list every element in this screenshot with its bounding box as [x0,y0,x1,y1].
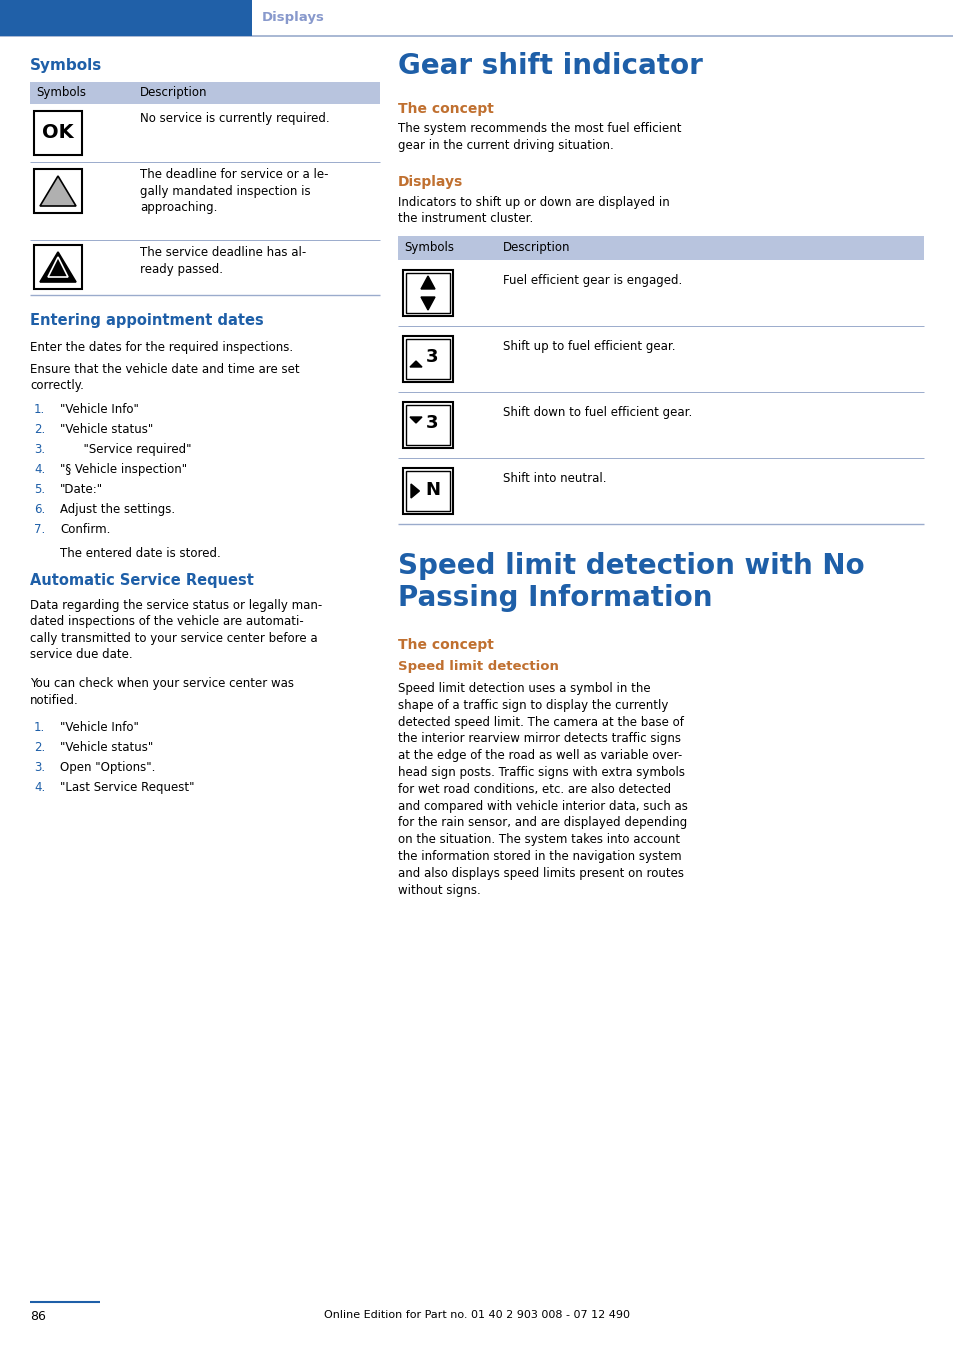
Text: Data regarding the service status or legally man-
dated inspections of the vehic: Data regarding the service status or leg… [30,598,322,662]
Text: Enter the dates for the required inspections.: Enter the dates for the required inspect… [30,341,293,353]
Bar [34,111,82,154]
Text: Description: Description [502,241,570,255]
Text: "§ Vehicle inspection": "§ Vehicle inspection" [60,463,187,477]
Polygon shape [40,252,76,282]
Bar [402,336,453,382]
Text: Controls: Controls [137,11,200,24]
Bar [30,83,379,104]
Text: Speed limit detection uses a symbol in the
shape of a traffic sign to display th: Speed limit detection uses a symbol in t… [397,682,687,896]
Text: 7.: 7. [34,523,45,536]
Text: "Vehicle status": "Vehicle status" [60,741,153,754]
Text: Confirm.: Confirm. [60,523,111,536]
Bar [34,169,82,213]
Polygon shape [420,297,435,310]
Text: Symbols: Symbols [30,58,102,73]
Text: N: N [425,481,440,500]
Text: "Service required": "Service required" [60,443,192,456]
Text: Shift up to fuel efficient gear.: Shift up to fuel efficient gear. [502,340,675,353]
Text: 3: 3 [425,414,437,432]
Text: Speed limit detection with No
Passing Information: Speed limit detection with No Passing In… [397,552,863,612]
Text: 2.: 2. [34,741,45,754]
Text: "Vehicle status": "Vehicle status" [60,422,153,436]
Text: Shift into neutral.: Shift into neutral. [502,473,606,485]
Bar [406,405,450,445]
Text: 3.: 3. [34,443,45,456]
Text: Indicators to shift up or down are displayed in
the instrument cluster.: Indicators to shift up or down are displ… [397,196,669,226]
Text: 86: 86 [30,1311,46,1323]
Text: Shift down to fuel efficient gear.: Shift down to fuel efficient gear. [502,406,692,418]
Text: 2.: 2. [34,422,45,436]
Text: Adjust the settings.: Adjust the settings. [60,502,175,516]
Polygon shape [40,176,76,206]
Bar [402,468,453,515]
Text: The deadline for service or a le-
gally mandated inspection is
approaching.: The deadline for service or a le- gally … [140,168,328,214]
Text: "Last Service Request": "Last Service Request" [60,781,194,793]
Text: 1.: 1. [34,720,45,734]
Bar [34,245,82,288]
Text: The service deadline has al-
ready passed.: The service deadline has al- ready passe… [140,246,306,275]
Text: You can check when your service center was
notified.: You can check when your service center w… [30,677,294,707]
Polygon shape [410,362,421,367]
Polygon shape [411,483,419,498]
Text: 4.: 4. [34,781,45,793]
Text: 4.: 4. [34,463,45,477]
Text: The system recommends the most fuel efficient
gear in the current driving situat: The system recommends the most fuel effi… [397,122,680,152]
Bar [397,236,923,260]
Text: 3.: 3. [34,761,45,774]
Text: Displays: Displays [262,11,325,24]
Text: Automatic Service Request: Automatic Service Request [30,573,253,588]
Text: Entering appointment dates: Entering appointment dates [30,313,263,328]
Text: 1.: 1. [34,403,45,416]
Text: The entered date is stored.: The entered date is stored. [60,547,220,561]
Text: No service is currently required.: No service is currently required. [140,112,330,125]
Text: Symbols: Symbols [36,87,86,99]
Text: "Vehicle Info": "Vehicle Info" [60,720,139,734]
Text: Open "Options".: Open "Options". [60,761,155,774]
Bar [0,0,252,37]
Text: OK: OK [42,123,73,142]
Text: The concept: The concept [397,102,494,116]
Bar [406,274,450,313]
Text: Online Edition for Part no. 01 40 2 903 008 - 07 12 490: Online Edition for Part no. 01 40 2 903 … [324,1311,629,1320]
Text: Symbols: Symbols [403,241,454,255]
Text: 3: 3 [425,348,437,366]
Bar [406,471,450,510]
Polygon shape [420,276,435,288]
Text: 6.: 6. [34,502,45,516]
Bar [402,402,453,448]
Bar [402,269,453,315]
Polygon shape [410,417,421,422]
Text: "Vehicle Info": "Vehicle Info" [60,403,139,416]
Text: The concept: The concept [397,638,494,653]
Text: Displays: Displays [397,175,463,190]
Text: 5.: 5. [34,483,45,496]
Text: Gear shift indicator: Gear shift indicator [397,51,702,80]
Text: "Date:": "Date:" [60,483,103,496]
Text: Ensure that the vehicle date and time are set
correctly.: Ensure that the vehicle date and time ar… [30,363,299,393]
Text: Speed limit detection: Speed limit detection [397,659,558,673]
Bar [406,338,450,379]
Text: Fuel efficient gear is engaged.: Fuel efficient gear is engaged. [502,274,681,287]
Text: Description: Description [140,87,208,99]
